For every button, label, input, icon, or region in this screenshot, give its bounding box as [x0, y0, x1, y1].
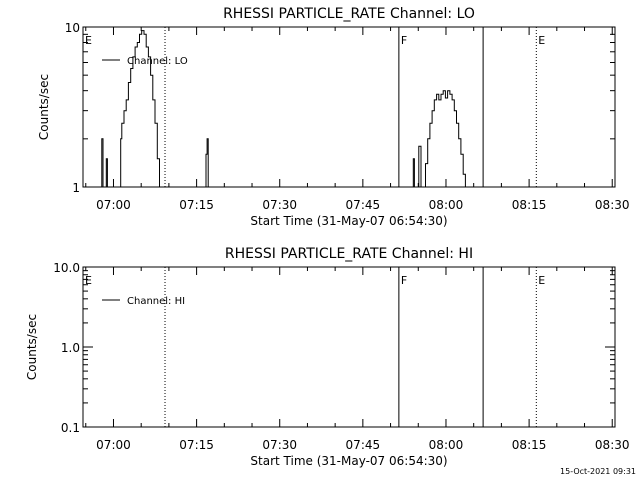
chart2-x-tick-label: 08:30	[595, 438, 630, 452]
chart2-x-tick-label: 07:45	[346, 438, 381, 452]
chart1-x-tick-label: 07:00	[96, 198, 131, 212]
chart2-x-tick-label: 08:00	[429, 438, 464, 452]
chart1-x-tick-label: 07:45	[346, 198, 381, 212]
chart2-x-tick-label: 07:15	[179, 438, 214, 452]
chart1-title: RHESSI PARTICLE_RATE Channel: LO	[223, 6, 475, 22]
chart2-event-marker-label: F	[401, 274, 407, 287]
chart2-x-tick-label: 07:30	[262, 438, 297, 452]
chart2-legend-entry: Channel: HI	[127, 296, 185, 307]
chart1-event-marker-label: E	[85, 34, 92, 47]
chart2-y-tick-label: 1.0	[61, 341, 80, 355]
chart1-plot-frame	[82, 26, 616, 188]
chart1-x-tick-label: 08:00	[429, 198, 464, 212]
chart2-x-tick-label: 07:00	[96, 438, 131, 452]
chart1-event-marker-label: E	[538, 34, 545, 47]
chart2-y-axis-label: Counts/sec	[25, 314, 39, 380]
chart1-x-axis-label: Start Time (31-May-07 06:54:30)	[250, 214, 447, 228]
chart2-title: RHESSI PARTICLE_RATE Channel: HI	[225, 246, 473, 262]
chart1-x-tick-label: 07:15	[179, 198, 214, 212]
chart2-event-marker-label: E	[538, 274, 545, 287]
chart1-series-line	[100, 30, 481, 188]
chart1-y-tick-label: 10	[65, 21, 80, 35]
chart1-y-tick-label: 1	[72, 181, 80, 195]
chart2-plot-frame	[82, 266, 616, 428]
chart2-y-tick-label: 0.1	[61, 421, 80, 435]
chart1-y-axis-label: Counts/sec	[37, 74, 51, 140]
chart1-x-tick-label: 08:30	[595, 198, 630, 212]
chart1-x-tick-label: 08:15	[512, 198, 547, 212]
chart1-legend-entry: Channel: LO	[127, 56, 188, 67]
chart1-x-tick-label: 07:30	[262, 198, 297, 212]
chart2-y-tick-label: 10.0	[53, 261, 80, 275]
chart2-event-marker-label: E	[85, 274, 92, 287]
chart2-x-axis-label: Start Time (31-May-07 06:54:30)	[250, 454, 447, 468]
footer-timestamp: 15-Oct-2021 09:31	[560, 467, 636, 476]
chart1-event-marker-label: F	[401, 34, 407, 47]
chart2-x-tick-label: 08:15	[512, 438, 547, 452]
